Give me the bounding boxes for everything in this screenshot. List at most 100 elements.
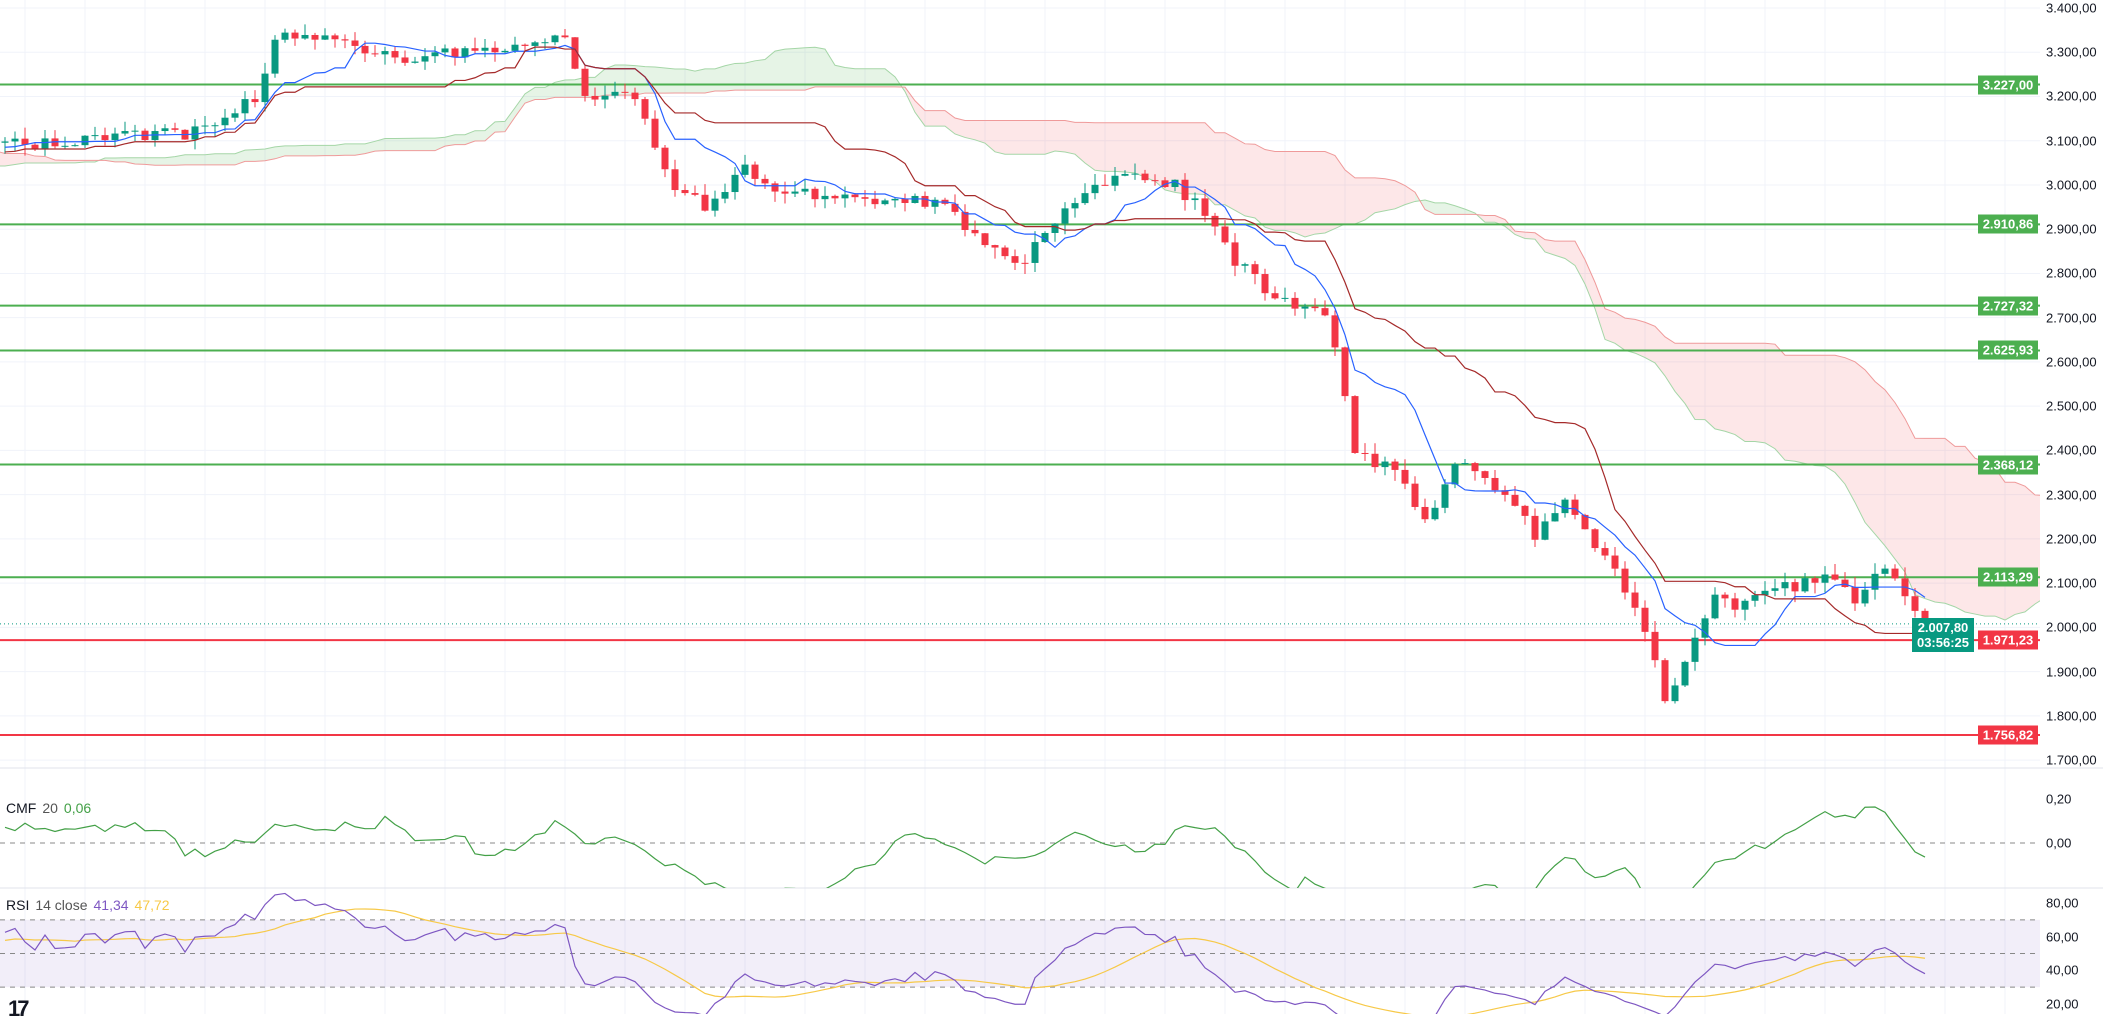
cloud-segment [1545,239,1555,256]
cloud-segment [1135,122,1145,178]
candle-body [1921,610,1929,624]
candle-body [1041,232,1049,243]
cloud-segment [205,153,215,165]
cloud-segment [125,157,135,164]
cloud-segment [0,152,5,167]
candle-body [561,35,569,38]
cloud-segment [215,153,225,165]
cmf-name: CMF [6,800,37,816]
candle-body [351,40,359,46]
cloud-segment [965,120,975,140]
cloud-segment [1265,149,1275,231]
cloud-segment [1675,343,1685,404]
cloud-segment [305,145,315,156]
candle-body [1221,226,1229,243]
cloud-segment [935,110,945,127]
cloud-segment [225,153,235,165]
candle-body [461,48,469,58]
tradingview-logo[interactable]: 17 [8,996,30,1021]
candle-body [891,198,899,201]
cloud-segment [255,148,265,162]
candle-body [861,197,869,199]
candle-body [901,198,909,204]
candle-body [1261,274,1269,294]
cloud-segment [985,120,995,152]
cloud-segment [855,68,865,87]
candle-body [341,39,349,41]
candle-body [1381,461,1389,468]
cloud-segment [1225,132,1235,211]
candle-body [721,192,729,199]
candle-body [1351,396,1359,453]
cloud-segment [625,65,635,96]
candle-body [1111,175,1119,186]
cloud-segment [995,120,1005,155]
price-tick-label: 2.600,00 [2046,354,2097,370]
candle-body [1621,568,1629,593]
cloud-segment [1865,369,1875,535]
cloud-segment [115,157,125,162]
price-tick-label: 2.300,00 [2046,487,2097,503]
candle-body [1591,529,1599,549]
cloud-segment [1355,177,1365,224]
candle-body [1761,590,1769,596]
level-price-tag: 2.113,29 [1978,567,2038,587]
candle-body [21,138,29,145]
cloud-segment [195,154,205,165]
cloud-segment [1195,122,1205,195]
cloud-segment [755,59,765,91]
candle-body [641,99,649,119]
cloud-segment [1815,355,1825,467]
candle-body [1251,264,1259,275]
cloud-segment [1035,120,1045,155]
candle-body [321,35,329,40]
cloud-segment [1755,343,1765,443]
cloud-segment [1175,122,1185,194]
candle-body [1601,548,1609,556]
cloud-segment [595,68,605,98]
cmf-value: 0,06 [63,800,92,816]
cloud-segment [355,143,365,156]
cloud-segment [5,153,15,167]
candle-body [591,95,599,100]
level-price-tag: 3.227,00 [1978,75,2038,95]
level-price-tag: 1.756,82 [1978,725,2038,745]
rsi-value: 41,34 [93,897,129,913]
candle-body [431,52,439,57]
candle-body [1441,484,1449,508]
candle-body [231,113,239,118]
cloud-segment [1855,361,1865,523]
level-price-tag: 2.727,32 [1978,296,2038,316]
cloud-segment [1145,122,1155,182]
candle-body [1391,461,1399,470]
candle-body [491,47,499,53]
candle-body [881,200,889,205]
current-price-tag: 2.007,80 03:56:25 [1912,618,1974,652]
candle-body [991,245,999,248]
cloud-segment [865,68,875,87]
cloud-segment [1625,318,1635,354]
candle-body [1661,660,1669,702]
cloud-segment [1235,138,1245,216]
candle-body [1831,574,1839,580]
price-tick-label: 2.400,00 [2046,442,2097,458]
cloud-segment [555,79,565,98]
candle-body [1371,453,1379,468]
cloud-segment [955,117,965,138]
candle-body [91,135,99,137]
cloud-segment [605,65,615,96]
cloud-segment [275,145,285,159]
price-tick-label: 3.400,00 [2046,0,2097,16]
cmf-legend: CMF 20 0,06 [6,800,97,816]
candle-body [801,188,809,192]
candle-body [1051,223,1059,233]
cloud-segment [185,154,195,165]
cloud-segment [1015,120,1025,155]
candle-body [551,35,559,43]
cloud-segment [1275,151,1285,231]
candle-body [1671,685,1679,702]
candle-body [1021,262,1029,264]
candle-body [1291,297,1299,309]
candle-body [1331,315,1339,348]
